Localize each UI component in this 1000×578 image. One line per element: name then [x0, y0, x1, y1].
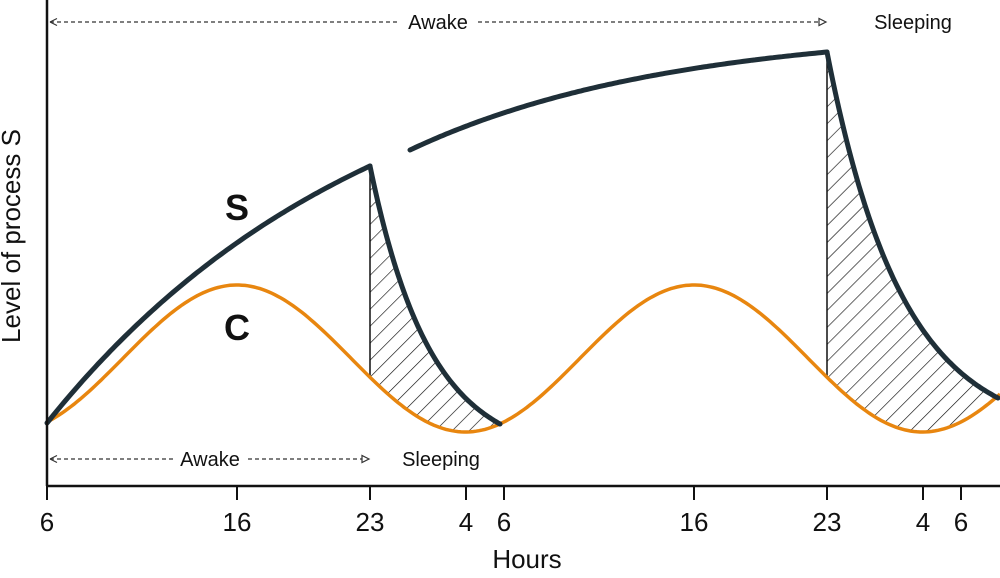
x-tick-marks [46, 486, 962, 500]
x-axis-title: Hours [492, 544, 561, 573]
x-tick-label: 16 [680, 507, 709, 537]
awake-label-top: Awake [408, 12, 468, 34]
sleeping-label-top: Sleeping [874, 12, 952, 34]
arrow-head-left-icon [49, 17, 58, 27]
c-curve-label: C [224, 307, 250, 348]
x-tick-label: 23 [813, 507, 842, 537]
x-tick-label: 6 [40, 507, 54, 537]
arrow-head-left-icon [49, 454, 58, 464]
hatched-region-second-night [827, 52, 998, 432]
hatched-region-first-night [370, 166, 500, 432]
arrow-head-right-icon [361, 454, 371, 464]
s-curve-first-day [44, 163, 373, 426]
x-tick-label: 6 [954, 507, 968, 537]
s-curve-label: S [225, 187, 249, 228]
x-tick-label: 23 [356, 507, 385, 537]
awake-label-bottom: Awake [180, 449, 240, 471]
y-axis-title: Level of process S [0, 129, 26, 343]
x-tick-label: 4 [916, 507, 930, 537]
arrow-head-right-icon [818, 17, 828, 27]
x-tick-label: 4 [459, 507, 473, 537]
c-curve [46, 283, 1000, 434]
x-tick-label: 6 [497, 507, 511, 537]
sleeping-label-bottom: Sleeping [402, 449, 480, 471]
s-curve-second-night [824, 49, 1000, 401]
s-curve-extended-wake [407, 49, 830, 153]
x-tick-label: 16 [223, 507, 252, 537]
s-curve-first-night [367, 163, 503, 427]
